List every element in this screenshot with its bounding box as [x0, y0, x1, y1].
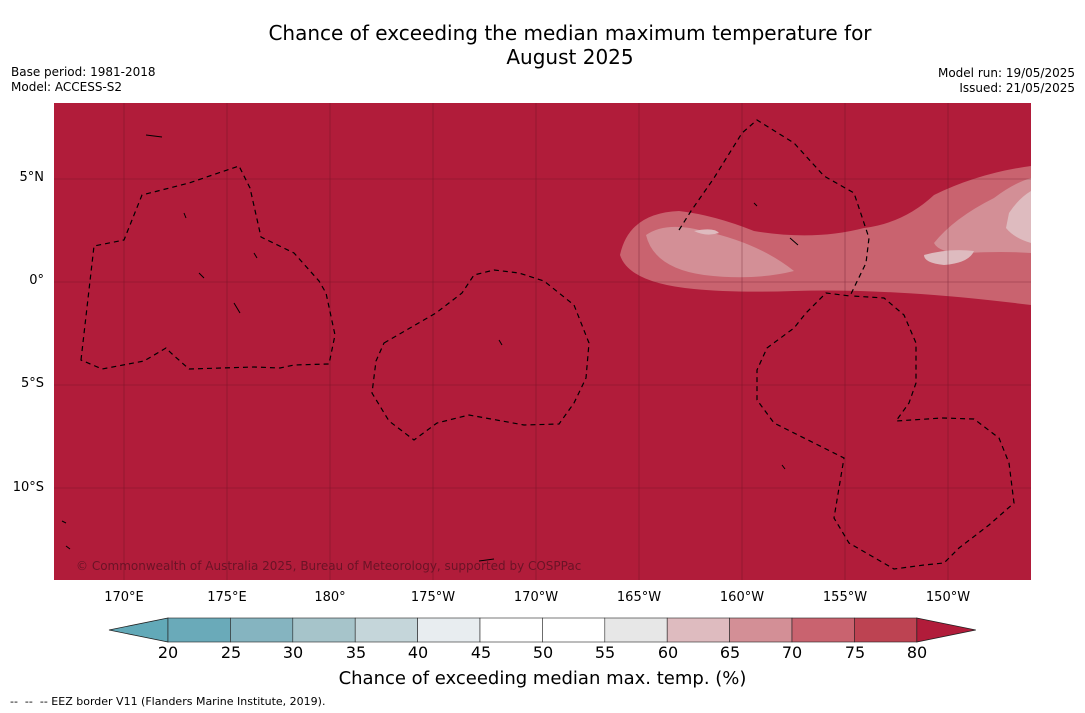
colorbar-tick-60: 60	[657, 643, 679, 662]
title-line-2: August 2025	[506, 45, 634, 69]
eez-legend-note: -- -- -- EEZ border V11 (Flanders Marine…	[10, 695, 326, 708]
lon-label-165w: 165°W	[616, 590, 662, 605]
lon-label-175w: 175°W	[410, 590, 456, 605]
lon-label-155w: 155°W	[822, 590, 868, 605]
copyright-notice: © Commonwealth of Australia 2025, Bureau…	[76, 559, 582, 573]
eez-line-islands	[678, 119, 1015, 570]
colorbar-tick-55: 55	[594, 643, 616, 662]
graticule	[54, 103, 1031, 580]
model-run: Model run: 19/05/2025	[937, 66, 1075, 80]
colorbar-segment	[167, 617, 231, 643]
eez-kiribati-gilberts	[80, 165, 336, 370]
colorbar-segment	[479, 617, 543, 643]
lon-label-160w: 160°W	[719, 590, 765, 605]
metadata-left: Base period: 1981-2018 Model: ACCESS-S2	[11, 65, 156, 95]
colorbar-tick-45: 45	[470, 643, 492, 662]
map-title: Chance of exceeding the median maximum t…	[200, 21, 940, 69]
colorbar-tick-50: 50	[532, 643, 554, 662]
colorbar-extend-high	[916, 617, 976, 643]
colorbar-segment	[604, 617, 668, 643]
shade-60-c	[694, 229, 719, 235]
colorbar-segment	[729, 617, 793, 643]
lon-label-170e: 170°E	[104, 590, 144, 605]
lon-label-175e: 175°E	[207, 590, 247, 605]
map-graphic	[54, 103, 1031, 580]
colorbar-label: Chance of exceeding median max. temp. (%…	[338, 668, 747, 689]
lon-label-170w: 170°W	[513, 590, 559, 605]
colorbar-segment	[854, 617, 918, 643]
base-period: Base period: 1981-2018	[11, 65, 156, 79]
colorbar-segment	[354, 617, 418, 643]
lat-label-10s: 10°S	[12, 480, 44, 495]
eez-borders	[80, 119, 1015, 570]
colorbar-tick-30: 30	[282, 643, 304, 662]
colorbar-tick-65: 65	[719, 643, 741, 662]
colorbar-segment	[417, 617, 481, 643]
shade-70	[646, 226, 794, 278]
colorbar-segment	[230, 617, 294, 643]
shade-70-east	[934, 178, 1031, 253]
model-name: Model: ACCESS-S2	[11, 80, 123, 94]
lat-label-5n: 5°N	[19, 170, 45, 185]
colorbar-tick-70: 70	[781, 643, 803, 662]
issued-date: Issued: 21/05/2025	[959, 81, 1075, 95]
colorbar-extend-low	[108, 617, 169, 643]
colorbar-tick-75: 75	[844, 643, 866, 662]
colorbar	[108, 617, 976, 643]
lat-label-5s: 5°S	[20, 376, 44, 391]
colorbar-tick-35: 35	[345, 643, 367, 662]
colorbar-segment	[791, 617, 855, 643]
colorbar-segments	[108, 617, 976, 643]
title-line-1: Chance of exceeding the median maximum t…	[268, 21, 872, 45]
shade-60	[1006, 191, 1031, 243]
colorbar-tick-25: 25	[220, 643, 242, 662]
map-panel: © Commonwealth of Australia 2025, Bureau…	[54, 103, 1031, 580]
colorbar-tick-80: 80	[906, 643, 928, 662]
colorbar-segment	[666, 617, 730, 643]
lon-label-150w: 150°W	[925, 590, 971, 605]
coastlines	[61, 134, 799, 562]
lat-label-0: 0°	[29, 273, 44, 288]
colorbar-segment	[542, 617, 606, 643]
colorbar-tick-40: 40	[407, 643, 429, 662]
colorbar-segment	[292, 617, 356, 643]
shade-60-b	[924, 250, 974, 265]
colorbar-tick-20: 20	[157, 643, 179, 662]
metadata-right: Model run: 19/05/2025 Issued: 21/05/2025	[938, 66, 1075, 96]
lon-label-180: 180°	[314, 590, 346, 605]
eez-phoenix	[371, 269, 590, 441]
